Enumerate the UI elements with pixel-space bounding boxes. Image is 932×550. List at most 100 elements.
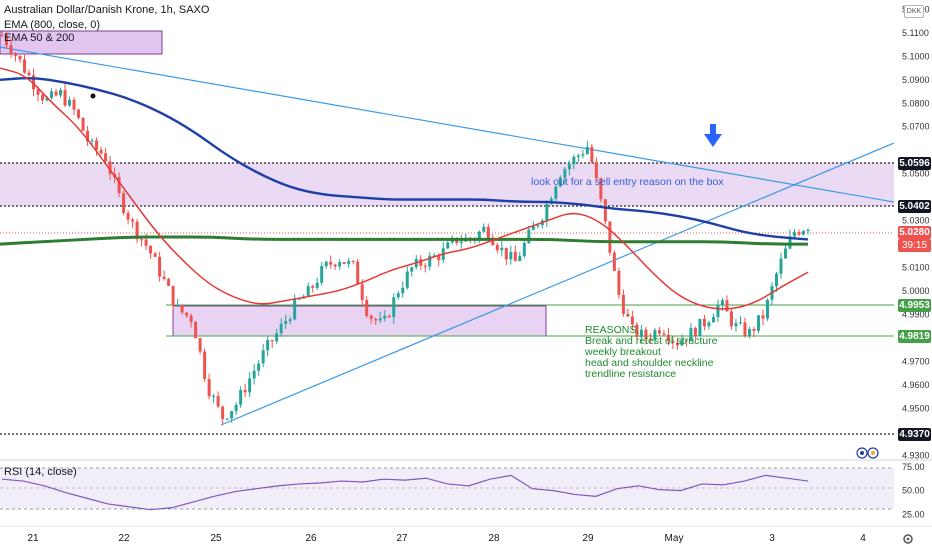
candle-body <box>234 404 238 412</box>
candle-body <box>162 276 166 279</box>
candle-body <box>392 297 396 318</box>
ascending-trendline[interactable] <box>220 142 895 426</box>
indicator-ema-800-label[interactable]: EMA (800, close, 0) <box>4 19 100 31</box>
candle-body <box>252 370 256 379</box>
candle-body <box>54 91 58 96</box>
legend-zone-box <box>0 30 163 55</box>
candle-body <box>59 90 63 96</box>
candle-body <box>779 258 783 274</box>
indicator-ema-50-200-label[interactable]: EMA 50 & 200 <box>4 32 75 44</box>
descending-trendline[interactable] <box>0 46 895 203</box>
candle-body <box>171 285 175 306</box>
candle-body <box>369 315 373 319</box>
candle-body <box>68 99 72 106</box>
candle-body <box>329 261 333 265</box>
candle-body <box>135 221 139 240</box>
candle-body <box>383 315 387 319</box>
candle-body <box>32 75 36 90</box>
candle-body <box>599 178 603 200</box>
candle-body <box>797 232 801 235</box>
candle-body <box>783 248 787 259</box>
x-tick-label: 27 <box>396 533 408 544</box>
reason-2: weekly breakout <box>585 346 661 358</box>
price-tick-label: 5.1000 <box>902 51 930 61</box>
candle-body <box>698 318 702 337</box>
candle-body <box>792 232 796 237</box>
x-tick-label: 21 <box>27 533 39 544</box>
x-tick-label: 26 <box>305 533 317 544</box>
candle-body <box>14 54 18 56</box>
candle-body <box>324 261 328 267</box>
reason-1: Break and retest of structure <box>585 335 718 347</box>
rsi-tick-label: 75.00 <box>902 462 925 472</box>
candle-body <box>509 251 513 260</box>
candle-body <box>626 313 630 317</box>
candle-body <box>716 304 720 317</box>
candle-body <box>428 255 432 267</box>
candle-body <box>684 340 688 342</box>
candle-body <box>333 264 337 267</box>
candle-body <box>63 90 67 106</box>
candle-body <box>738 322 742 324</box>
rsi-label[interactable]: RSI (14, close) <box>4 466 77 478</box>
rsi-tick-label: 50.00 <box>902 486 925 496</box>
candle-body <box>765 299 769 319</box>
candle-body <box>401 287 405 294</box>
candles-group <box>0 31 810 426</box>
candle-body <box>788 236 792 249</box>
candle-body <box>18 55 22 60</box>
candle-body <box>117 177 121 194</box>
price-tick-label: 4.9500 <box>902 403 930 413</box>
ema-50-line <box>0 67 809 310</box>
candle-body <box>356 261 360 285</box>
gear-icon[interactable] <box>903 534 913 544</box>
candle-body <box>752 328 756 331</box>
candle-body <box>743 322 747 336</box>
candle-body <box>482 226 486 232</box>
candle-body <box>572 156 576 165</box>
x-tick-label: May <box>665 533 684 544</box>
candle-body <box>90 140 94 142</box>
current-price-badge: 5.0280 <box>898 226 931 239</box>
candle-body <box>167 278 171 286</box>
eye-icon[interactable] <box>856 447 879 459</box>
candle-body <box>279 323 283 334</box>
candle-body <box>725 300 729 312</box>
candle-body <box>554 186 558 199</box>
price-tick-label: 5.0900 <box>902 75 930 85</box>
candle-body <box>158 256 162 277</box>
candle-body <box>365 300 369 316</box>
candle-body <box>185 312 189 316</box>
candle-body <box>617 270 621 295</box>
candle-body <box>495 245 499 251</box>
candle-body <box>189 315 193 323</box>
candle-body <box>486 226 490 239</box>
candle-body <box>527 229 531 243</box>
box-annotation[interactable]: look out for a sell entry reason on the … <box>531 176 724 188</box>
candle-body <box>459 241 463 243</box>
candle-body <box>477 231 481 239</box>
support-zone <box>172 305 547 337</box>
candle-body <box>261 350 265 364</box>
low-price: 4.9370 <box>898 428 931 441</box>
candle-body <box>342 262 346 264</box>
candle-body <box>77 109 81 118</box>
candle-body <box>23 59 27 73</box>
candle-body <box>374 318 378 321</box>
candle-body <box>176 304 180 306</box>
candle-body <box>311 286 315 288</box>
candle-body <box>36 89 40 95</box>
price-tick-label: 5.0300 <box>902 216 930 226</box>
price-tick-label: 5.0800 <box>902 98 930 108</box>
reasons-title[interactable]: REASONS; <box>585 324 640 336</box>
candle-body <box>522 242 526 257</box>
candle-body <box>446 242 450 249</box>
candle-body <box>216 396 220 407</box>
candle-body <box>662 333 666 335</box>
candle-body <box>657 330 661 334</box>
candle-body <box>248 378 252 393</box>
price-tick-label: 4.9300 <box>902 450 930 460</box>
candle-body <box>639 329 643 338</box>
candle-body <box>558 177 562 187</box>
